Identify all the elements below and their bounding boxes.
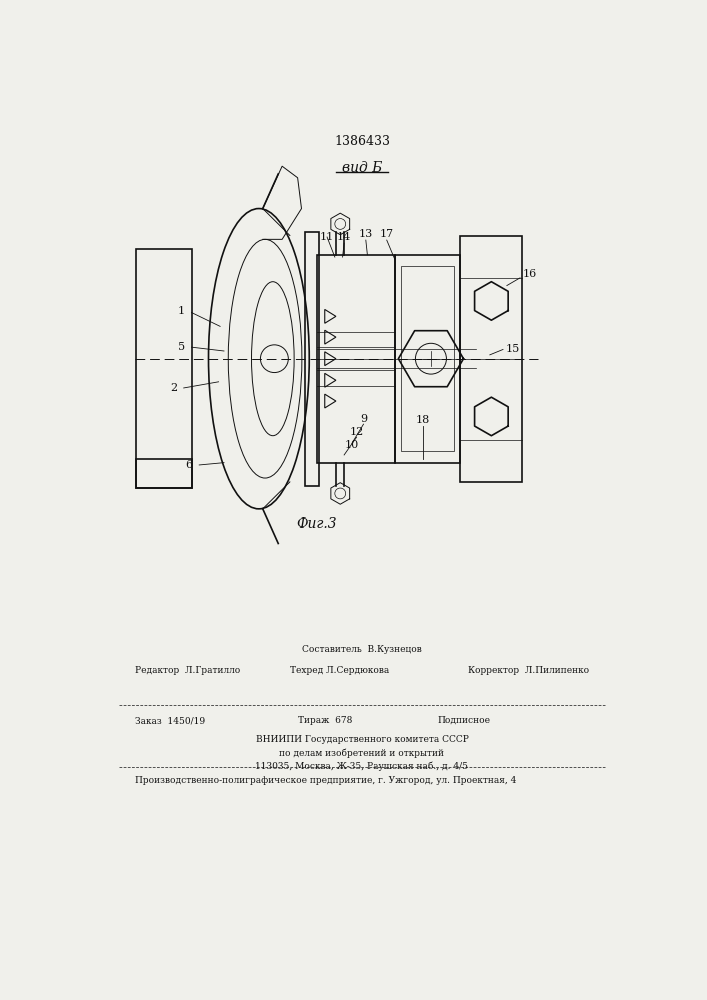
Text: 113035, Москва, Ж-35, Раушская наб., д. 4/5: 113035, Москва, Ж-35, Раушская наб., д. … [255, 761, 469, 771]
Text: 12: 12 [349, 427, 363, 437]
Text: 13: 13 [358, 229, 373, 239]
Text: Заказ  1450/19: Заказ 1450/19 [135, 716, 205, 725]
Bar [136, 459, 192, 488]
Bar [305, 232, 320, 486]
Text: Подписное: Подписное [437, 716, 490, 725]
Text: Фиг.3: Фиг.3 [297, 517, 337, 531]
Text: 5: 5 [178, 342, 185, 352]
Text: Редактор  Л.Гратилло: Редактор Л.Гратилло [135, 666, 240, 675]
Text: 17: 17 [380, 229, 394, 239]
Text: Тираж  678: Тираж 678 [298, 716, 352, 725]
Text: по делам изобретений и открытий: по делам изобретений и открытий [279, 748, 445, 758]
Text: 6: 6 [185, 460, 193, 470]
Text: Производственно-полиграфическое предприятие, г. Ужгород, ул. Проектная, 4: Производственно-полиграфическое предприя… [135, 776, 516, 785]
Text: Техред Л.Сердюкова: Техред Л.Сердюкова [290, 666, 389, 675]
Text: 18: 18 [416, 415, 431, 425]
Text: 11: 11 [320, 232, 334, 242]
Bar [460, 235, 522, 482]
Text: ВНИИПИ Государственного комитета СССР: ВНИИПИ Государственного комитета СССР [255, 735, 469, 744]
Text: 10: 10 [345, 440, 359, 450]
Text: 1386433: 1386433 [334, 135, 390, 148]
Bar [136, 249, 192, 488]
Text: 15: 15 [506, 344, 520, 354]
Text: вид Б: вид Б [341, 161, 382, 175]
Text: 9: 9 [360, 414, 367, 424]
Bar [317, 255, 395, 463]
Text: 14: 14 [337, 232, 351, 242]
Text: 1: 1 [178, 306, 185, 316]
Bar [395, 255, 460, 463]
Text: 16: 16 [523, 269, 537, 279]
Text: Корректор  Л.Пилипенко: Корректор Л.Пилипенко [468, 666, 589, 675]
Text: 2: 2 [170, 383, 177, 393]
Bar [401, 266, 454, 451]
Text: Составитель  В.Кузнецов: Составитель В.Кузнецов [302, 645, 422, 654]
